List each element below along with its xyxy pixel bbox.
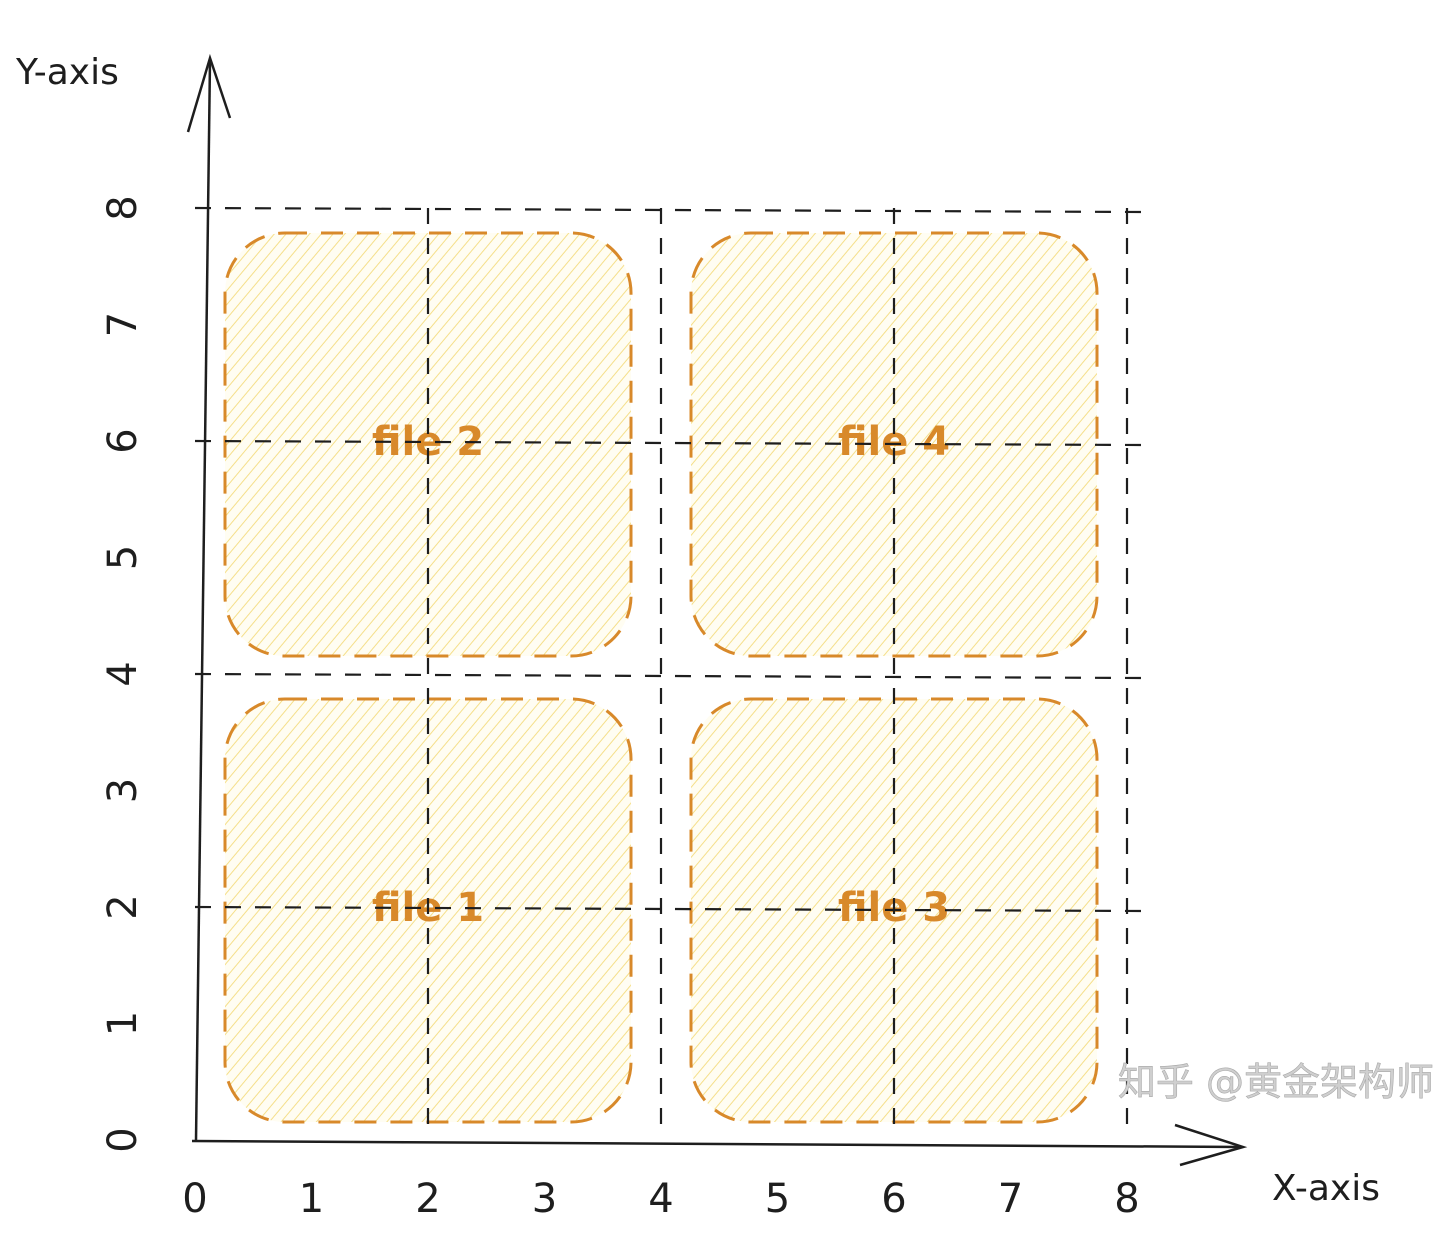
x-tick-label: 1	[299, 1176, 324, 1222]
grid-line-horizontal	[194, 672, 1143, 680]
y-tick-label: 1	[100, 1011, 146, 1036]
tick-labels: 0 1 2 3 4 5 6 7 8 0 1 2 3 4 5 6 7 8	[100, 195, 1140, 1222]
y-tick-label: 2	[100, 894, 146, 919]
x-tick-label: 7	[998, 1176, 1023, 1222]
x-axis-arrowhead-icon	[1174, 1123, 1248, 1167]
x-tick-label: 8	[1114, 1176, 1139, 1222]
y-tick-label: 6	[100, 428, 146, 453]
y-tick-label: 4	[100, 661, 146, 686]
watermark: 知乎 @黄金架构师	[1118, 1060, 1434, 1104]
y-axis-label: Y-axis	[15, 52, 119, 93]
y-tick-label: 7	[100, 312, 146, 337]
grid-line-horizontal	[194, 206, 1143, 214]
grid-line-horizontal	[194, 905, 1143, 913]
x-axis-line	[191, 1139, 1243, 1149]
x-tick-label: 6	[881, 1176, 906, 1222]
y-axis-arrowhead-icon	[186, 53, 232, 133]
x-tick-label: 4	[648, 1176, 673, 1222]
y-tick-label: 5	[100, 545, 146, 570]
x-tick-label: 2	[415, 1176, 440, 1222]
file-region	[223, 231, 633, 658]
x-tick-label: 5	[765, 1176, 790, 1222]
x-tick-label: 0	[182, 1176, 207, 1222]
dashed-grid	[194, 206, 1143, 1135]
y-tick-label: 0	[100, 1127, 146, 1152]
grid-line-horizontal	[194, 439, 1143, 447]
x-axis-label: X-axis	[1272, 1168, 1380, 1209]
y-tick-label: 3	[100, 778, 146, 803]
x-tick-label: 3	[532, 1176, 557, 1222]
axes: Y-axis X-axis	[15, 52, 1380, 1209]
y-axis-line	[194, 59, 212, 1141]
y-tick-label: 8	[100, 195, 146, 220]
